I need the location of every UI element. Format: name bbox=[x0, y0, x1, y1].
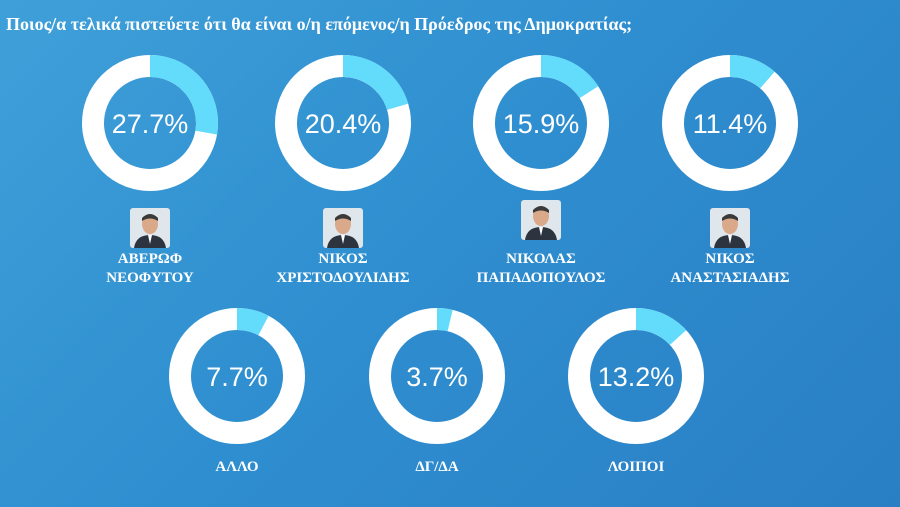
label-line-1: ΛΟΙΠΟΙ bbox=[607, 459, 665, 475]
donut-value-label: 27.7% bbox=[112, 109, 189, 139]
label-line-1: ΑΛΛΟ bbox=[215, 459, 259, 475]
donut-svg: 27.7% bbox=[82, 55, 218, 191]
donut-value-arc bbox=[635, 308, 687, 346]
candidate-photo bbox=[710, 208, 750, 248]
label-line-2: ΝΕΟΦΥΤΟΥ bbox=[106, 270, 194, 286]
donut-svg: 15.9% bbox=[473, 55, 609, 191]
label-line-2: ΧΡΙΣΤΟΔΟΥΛΙΔΗΣ bbox=[276, 270, 410, 286]
donut-value-label: 15.9% bbox=[503, 109, 580, 139]
donut-chart: 20.4% bbox=[273, 53, 413, 193]
candidate-label: ΑΛΛΟ bbox=[215, 458, 258, 477]
donut-chart: 13.2% bbox=[566, 306, 706, 446]
donut-chart: 11.4% bbox=[660, 53, 800, 193]
donut-value-arc bbox=[540, 55, 599, 99]
label-line-2: ΑΝΑΣΤΑΣΙΑΔΗΣ bbox=[670, 270, 790, 286]
candidate-photo bbox=[323, 208, 363, 248]
candidate-label: ΝΙΚΟΛΑΣ ΠΑΠΑΔΟΠΟΥΛΟΣ bbox=[477, 250, 606, 288]
donut-chart: 3.7% bbox=[367, 306, 507, 446]
donut-value-label: 11.4% bbox=[693, 109, 768, 139]
donut-value-arc bbox=[729, 55, 775, 89]
donut-chart: 7.7% bbox=[167, 306, 307, 446]
label-line-1: ΝΙΚΟΣ bbox=[705, 251, 755, 267]
candidate-label: ΔΓ/ΔΑ bbox=[415, 458, 458, 477]
donut-svg: 3.7% bbox=[369, 308, 505, 444]
chart-title: Ποιος/α τελικά πιστεύετε ότι θα είναι ο/… bbox=[6, 14, 633, 34]
donut-value-label: 20.4% bbox=[305, 109, 382, 139]
donut-value-arc bbox=[149, 55, 218, 135]
label-line-1: ΝΙΚΟΛΑΣ bbox=[506, 251, 576, 267]
label-line-2: ΠΑΠΑΔΟΠΟΥΛΟΣ bbox=[476, 270, 606, 286]
donut-chart: 27.7% bbox=[80, 53, 220, 193]
label-line-1: ΝΙΚΟΣ bbox=[318, 251, 368, 267]
candidate-label: ΝΙΚΟΣ ΧΡΙΣΤΟΔΟΥΛΙΔΗΣ bbox=[276, 250, 409, 288]
donut-svg: 13.2% bbox=[568, 308, 704, 444]
donut-chart: 15.9% bbox=[471, 53, 611, 193]
donut-value-arc bbox=[236, 308, 269, 336]
donut-svg: 20.4% bbox=[275, 55, 411, 191]
donut-value-arc bbox=[436, 308, 453, 332]
donut-svg: 11.4% bbox=[662, 55, 798, 191]
donut-value-label: 3.7% bbox=[406, 362, 468, 392]
donut-value-arc bbox=[342, 55, 409, 111]
candidate-photo bbox=[130, 208, 170, 248]
donut-value-label: 7.7% bbox=[206, 362, 268, 392]
label-line-1: ΔΓ/ΔΑ bbox=[415, 459, 459, 475]
candidate-label: ΑΒΕΡΩΦ ΝΕΟΦΥΤΟΥ bbox=[106, 250, 193, 288]
donut-svg: 7.7% bbox=[169, 308, 305, 444]
candidate-label: ΝΙΚΟΣ ΑΝΑΣΤΑΣΙΑΔΗΣ bbox=[670, 250, 789, 288]
candidate-label: ΛΟΙΠΟΙ bbox=[608, 458, 665, 477]
donut-value-label: 13.2% bbox=[598, 362, 675, 392]
label-line-1: ΑΒΕΡΩΦ bbox=[117, 251, 183, 267]
candidate-photo bbox=[521, 200, 561, 240]
